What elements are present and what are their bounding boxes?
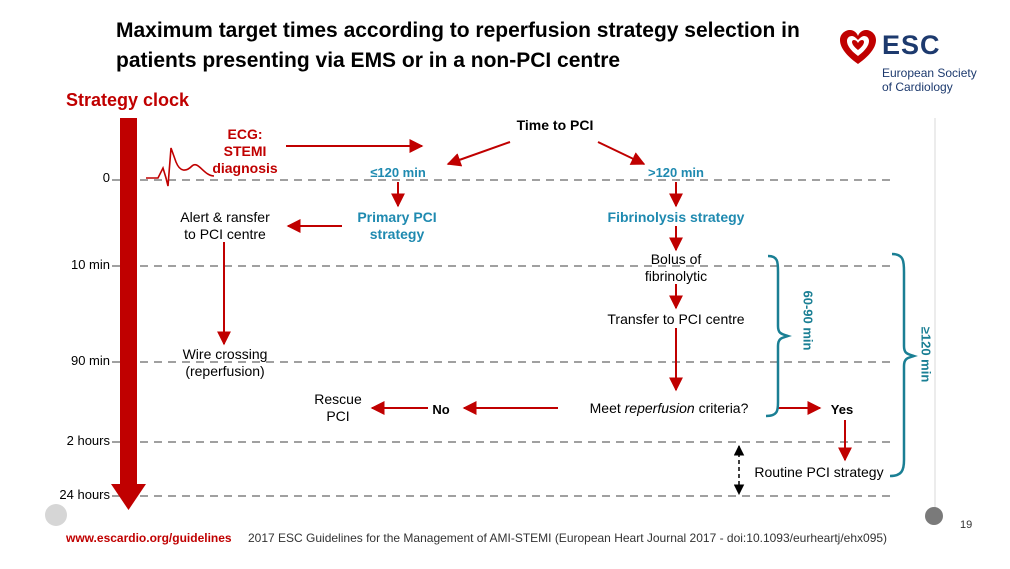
node-primary-line2: strategy: [369, 226, 425, 242]
footer-dot-right: [925, 507, 943, 525]
footer-url: www.escardio.org/guidelines: [66, 531, 232, 545]
logo-org: European Society of Cardiology: [882, 66, 977, 94]
bracket-label-120: ≥120 min: [918, 326, 934, 383]
node-wire-line2: (reperfusion): [185, 363, 265, 379]
node-bolus: Bolus of fibrinolytic: [626, 251, 726, 285]
arrow-time-to-le120: [446, 141, 511, 167]
node-no: No: [432, 402, 450, 417]
node-time-to-pci: Time to PCI: [516, 117, 594, 133]
node-bolus-line1: Bolus of: [650, 251, 702, 267]
node-bolus-line2: fibrinolytic: [644, 268, 708, 284]
clock-arrow-head: [111, 484, 146, 510]
footer-dot-left: [45, 504, 67, 526]
page-title: Maximum target times according to reperf…: [116, 19, 800, 72]
node-rescue-line1: Rescue: [314, 391, 362, 407]
esc-logo: ESC European Society of Cardiology: [838, 28, 998, 98]
logo-name: ESC: [882, 30, 941, 60]
logo-org-line2: of Cardiology: [882, 80, 953, 94]
page-number: 19: [960, 519, 973, 531]
bracket-60-90: [765, 254, 792, 418]
node-meet-criteria: Meet reperfusion criteria?: [566, 400, 772, 417]
esc-heart-icon: [840, 30, 876, 64]
clock-arrow-shaft: [120, 118, 137, 486]
node-routine-pci: Routine PCI strategy: [754, 464, 884, 480]
arrow-time-to-gt120: [597, 141, 646, 165]
node-ecg-stemi: ECG: STEMI diagnosis: [200, 126, 290, 177]
footer-reference: 2017 ESC Guidelines for the Management o…: [248, 531, 888, 545]
node-meet-italic: reperfusion: [624, 400, 695, 416]
tick-90min: 90 min: [70, 353, 110, 368]
node-fibrinolysis: Fibrinolysis strategy: [607, 209, 745, 225]
node-alert-transfer: Alert & ransfer to PCI centre: [160, 209, 290, 243]
node-le120: ≤120 min: [370, 165, 426, 180]
node-alert-line2: to PCI centre: [184, 226, 266, 242]
tick-0: 0: [102, 170, 110, 185]
node-meet-prefix: Meet: [589, 400, 625, 416]
node-alert-line1: Alert & ransfer: [180, 209, 270, 225]
node-gt120: >120 min: [647, 165, 704, 180]
tick-10min: 10 min: [70, 257, 110, 272]
tick-2hours: 2 hours: [66, 433, 110, 448]
node-rescue-pci: Rescue PCI: [306, 391, 370, 425]
node-ecg-line2: STEMI: [223, 143, 267, 159]
node-ecg-line3: diagnosis: [212, 160, 278, 176]
node-ecg-line1: ECG:: [227, 126, 263, 142]
time-gridlines: [112, 179, 895, 497]
node-transfer: Transfer to PCI centre: [607, 311, 745, 327]
bracket-120: [889, 252, 918, 478]
tick-24hours: 24 hours: [59, 487, 110, 502]
node-primary-line1: Primary PCI: [357, 209, 437, 225]
node-yes: Yes: [830, 402, 854, 417]
node-rescue-line2: PCI: [326, 408, 350, 424]
logo-org-line1: European Society: [882, 66, 977, 80]
node-wire-line1: Wire crossing: [182, 346, 268, 362]
bracket-label-60-90: 60-90 min: [800, 290, 816, 351]
strategy-clock-label: Strategy clock: [66, 90, 190, 110]
node-meet-suffix: criteria?: [694, 400, 749, 416]
ecg-trace-icon: [146, 147, 215, 187]
node-primary-pci: Primary PCI strategy: [342, 209, 452, 243]
node-wire-crossing: Wire crossing (reperfusion): [160, 346, 290, 380]
